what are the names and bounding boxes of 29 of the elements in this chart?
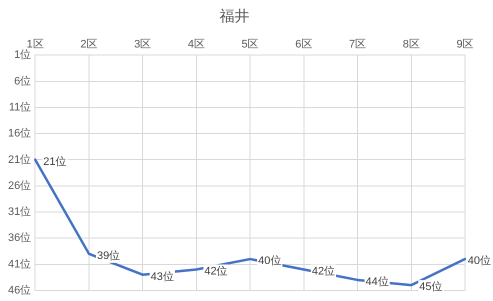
y-tick-label: 11位 — [8, 102, 32, 114]
y-tick-label: 31位 — [8, 206, 32, 218]
y-tick-label: 26位 — [8, 180, 32, 192]
x-tick-label: 4区 — [188, 38, 205, 51]
data-label: 40位 — [258, 255, 282, 268]
data-label: 42位 — [204, 266, 228, 278]
data-label: 39位 — [96, 250, 120, 262]
chart-title: 福井 — [220, 8, 250, 26]
x-tick-label: 3区 — [134, 38, 152, 51]
x-tick-label: 2区 — [80, 38, 98, 51]
x-tick-label: 6区 — [295, 38, 312, 51]
y-tick-label: 46位 — [8, 284, 32, 296]
y-tick-label: 41位 — [8, 258, 32, 270]
data-label: 45位 — [419, 281, 443, 294]
data-label: 40位 — [468, 255, 492, 268]
x-tick-label: 5区 — [242, 38, 259, 51]
data-label: 43位 — [150, 270, 174, 283]
y-tick-label: 6位 — [14, 75, 32, 88]
y-tick-label: 36位 — [8, 232, 32, 244]
x-tick-label: 1区 — [26, 38, 44, 51]
y-tick-label: 1位 — [14, 49, 32, 62]
data-label: 44位 — [366, 276, 389, 288]
y-tick-label: 16位 — [8, 128, 32, 140]
x-tick-label: 9区 — [456, 38, 474, 51]
data-label: 42位 — [312, 266, 336, 278]
y-tick-label: 21位 — [8, 154, 32, 166]
x-tick-label: 7区 — [348, 38, 366, 51]
data-label: 21位 — [43, 156, 66, 168]
x-tick-label: 8区 — [402, 38, 420, 51]
